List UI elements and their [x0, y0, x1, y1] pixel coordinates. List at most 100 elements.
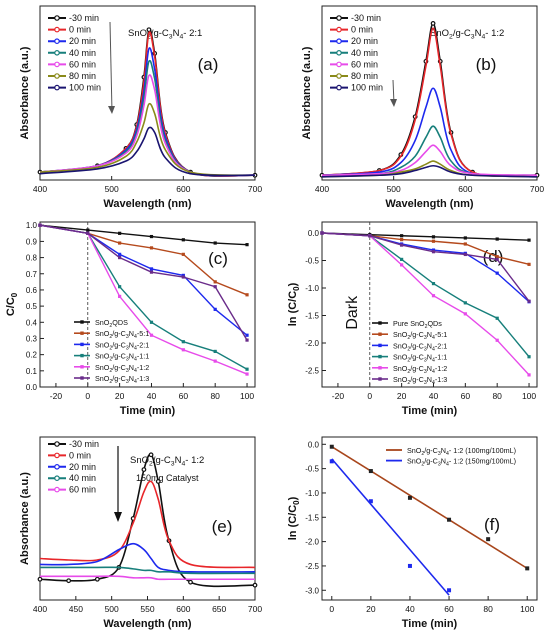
legend-marker [80, 365, 84, 369]
legend-marker [336, 38, 342, 45]
panel-label: (e) [212, 517, 233, 536]
x-axis-label: Wavelength (nm) [103, 618, 192, 630]
panel-label: (c) [208, 249, 228, 268]
data-point [213, 280, 217, 284]
series-marker [430, 21, 436, 26]
panel-label: (a) [198, 55, 219, 74]
x-tick-label: 600 [176, 604, 190, 614]
data-point [431, 235, 436, 239]
data-point [431, 294, 436, 298]
legend-label: 100 min [69, 83, 101, 93]
x-tick-label: 60 [444, 604, 454, 614]
legend-marker [80, 331, 84, 335]
trend-arrow-head [390, 99, 397, 107]
data-point [86, 228, 90, 232]
data-point [245, 333, 249, 337]
x-tick-label: 500 [105, 184, 119, 194]
data-point [495, 338, 499, 342]
legend-label: 60 min [351, 59, 378, 69]
series-line [40, 566, 256, 575]
data-point [463, 312, 467, 316]
dark-annotation: Dark [344, 295, 361, 330]
x-tick-label: 500 [105, 604, 119, 614]
x-tick-label: 650 [212, 604, 226, 614]
data-point [486, 537, 491, 542]
data-point [181, 252, 185, 256]
x-tick-label: 0 [85, 391, 90, 401]
y-axis-label: Absorbance (a.u.) [19, 472, 31, 565]
data-point [495, 271, 499, 275]
y-tick-label: 0.6 [26, 286, 38, 295]
data-point [495, 316, 499, 320]
data-point [495, 237, 499, 241]
x-tick-label: 700 [248, 184, 262, 194]
y-tick-label: -0.5 [305, 257, 319, 266]
legend-marker [54, 38, 60, 45]
data-point [118, 241, 122, 245]
series-marker [37, 576, 43, 582]
legend-label: 0 min [69, 25, 91, 35]
data-point [245, 372, 249, 376]
data-point [329, 444, 334, 449]
chart-title: SnO2/g-C3N4- 2:1 [128, 28, 202, 41]
legend-marker [378, 332, 382, 336]
legend-marker [54, 26, 60, 33]
chart-subtitle: 150mg Catalyst [136, 473, 199, 483]
series-line [321, 87, 538, 177]
data-point [495, 255, 499, 259]
data-point [527, 373, 531, 377]
series-line [321, 232, 530, 302]
data-point [495, 257, 499, 261]
series-line [39, 102, 256, 177]
legend-marker [378, 343, 382, 348]
chart-panel-3: -20 0 20 40 60 80 100 0.0 -0.5 -1.0 -1.5 -2.0 -2.5 Ti… [287, 221, 538, 417]
series-line [39, 480, 256, 569]
series-marker [148, 452, 154, 458]
y-tick-label: -1.0 [305, 284, 319, 293]
legend-label: -30 min [351, 13, 381, 23]
x-tick-label: -20 [50, 391, 63, 401]
data-point [447, 588, 452, 593]
x-tick-label: 40 [405, 604, 415, 614]
data-point [245, 367, 249, 371]
y-tick-label: 0.8 [26, 254, 38, 263]
data-point [149, 267, 154, 271]
x-tick-label: 100 [522, 391, 536, 401]
legend-label: 80 min [351, 71, 378, 81]
plot-frame [321, 436, 538, 601]
legend-label: SnO2/g-C3N4- 1:2 (150mg/100mL) [407, 457, 516, 468]
chart-panel-4: 400 450 500 550 600 650 700 Wavelength (nm) Abso… [19, 436, 262, 630]
legend-marker [80, 320, 84, 324]
x-axis-label: Wavelength (nm) [385, 198, 474, 210]
legend-label: 20 min [69, 36, 96, 46]
x-tick-label: 0 [367, 391, 372, 401]
legend-label: SnO2/g-C3N4-1:1 [95, 352, 149, 363]
data-point [181, 340, 185, 344]
data-point [431, 239, 436, 243]
data-point [463, 301, 467, 305]
data-point [181, 275, 185, 279]
data-point [400, 263, 404, 267]
trend-arrow-head [108, 106, 115, 114]
y-tick-label: -0.5 [305, 465, 319, 474]
legend-label: SnO2/g-C3N4-5:1 [95, 329, 149, 340]
y-tick-label: 0.4 [26, 318, 38, 327]
series-line [321, 144, 538, 177]
legend-marker [80, 376, 84, 380]
x-tick-label: 20 [397, 391, 407, 401]
legend-label: 20 min [69, 462, 96, 472]
x-tick-label: 40 [429, 391, 439, 401]
data-point [407, 495, 412, 500]
data-point [181, 273, 185, 277]
y-tick-label: 0.0 [308, 440, 320, 449]
data-point [463, 242, 467, 246]
data-point [118, 231, 122, 235]
chart-panel-5: 0 20 40 60 80 100 0.0 -0.5 -1.0 -1.5 -2.0 -2.5 -3.0 T… [287, 436, 538, 630]
y-tick-label: 1.0 [26, 221, 38, 230]
x-tick-label: 80 [492, 391, 502, 401]
legend-marker [54, 463, 60, 470]
data-point [463, 252, 467, 257]
